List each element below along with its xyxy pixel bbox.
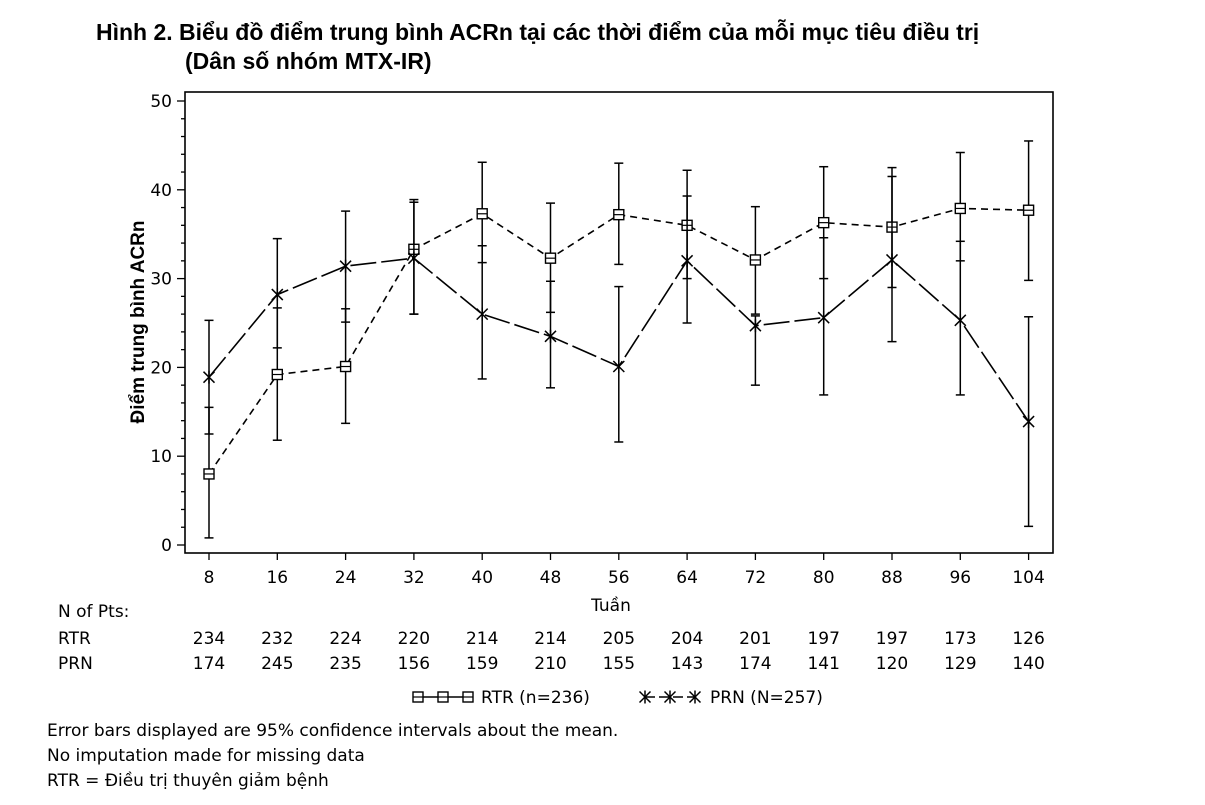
- n-of-pts-heading: N of Pts:: [58, 602, 129, 622]
- rtr-point: [954, 202, 966, 215]
- chart-title-line-1: Hình 2. Biểu đồ điểm trung bình ACRn tại…: [96, 19, 980, 45]
- x-tick-label: 56: [608, 568, 630, 588]
- prn-point: [885, 253, 899, 267]
- x-tick-label: 8: [204, 568, 215, 588]
- note-rtr-definition: RTR = Điều trị thuyên giảm bệnh: [47, 771, 329, 791]
- n-of-pts-value: 155: [603, 654, 635, 674]
- legend-rtr-marker: [437, 691, 449, 703]
- x-tick-label: 72: [745, 568, 767, 588]
- x-tick-label: 48: [540, 568, 562, 588]
- n-of-pts-row-label: PRN: [58, 654, 93, 674]
- x-tick-label: 64: [676, 568, 698, 588]
- prn-point: [407, 251, 420, 265]
- y-tick-label: 10: [150, 447, 172, 467]
- rtr-point: [476, 208, 488, 220]
- n-of-pts-value: 159: [466, 654, 498, 674]
- x-tick-label: 32: [403, 568, 425, 588]
- n-of-pts-value: 197: [807, 629, 839, 649]
- prn-point: [339, 259, 352, 273]
- n-of-pts-value: 141: [807, 654, 839, 674]
- n-of-pts-value: 140: [1012, 654, 1044, 674]
- n-of-pts-value: 129: [944, 654, 976, 674]
- n-of-pts-value: 232: [261, 629, 293, 649]
- prn-point: [817, 311, 830, 325]
- n-of-pts-value: 174: [739, 654, 771, 674]
- y-tick-label: 40: [150, 181, 172, 201]
- prn-point: [1022, 415, 1035, 429]
- chart-title-line-2: (Dân số nhóm MTX-IR): [185, 48, 432, 74]
- n-of-pts-value: 220: [398, 629, 430, 649]
- rtr-point: [203, 468, 215, 480]
- legend-rtr-label: RTR (n=236): [481, 688, 590, 708]
- legend-prn-marker: [688, 690, 702, 704]
- n-of-pts-value: 120: [876, 654, 908, 674]
- x-tick-label: 80: [813, 568, 835, 588]
- n-of-pts-value: 197: [876, 629, 908, 649]
- legend: RTR (n=236) PRN (N=257): [412, 688, 823, 708]
- chart-notes: Error bars displayed are 95% confidence …: [47, 719, 618, 794]
- note-imputation: No imputation made for missing data: [47, 746, 365, 766]
- y-axis: 0 10 20 30 40 50: [150, 92, 185, 556]
- y-tick-label: 50: [150, 92, 172, 112]
- n-of-pts-value: 173: [944, 629, 976, 649]
- legend-prn-symbol: [638, 690, 702, 704]
- rtr-point: [749, 254, 762, 266]
- y-tick-label: 0: [161, 536, 172, 556]
- n-of-pts-value: 224: [329, 629, 361, 649]
- y-tick-label: 30: [150, 270, 172, 290]
- chart-title: Hình 2. Biểu đồ điểm trung bình ACRn tại…: [96, 18, 979, 76]
- prn-point: [954, 313, 967, 327]
- n-of-pts-value: 235: [329, 654, 361, 674]
- rtr-point: [271, 368, 283, 381]
- x-tick-label: 40: [471, 568, 493, 588]
- n-of-pts-value: 143: [671, 654, 703, 674]
- n-of-pts-value: 234: [193, 629, 225, 649]
- x-axis: 8 16 24 32 40 48 56 64 72 80 88 96 104: [204, 553, 1045, 588]
- note-error-bars: Error bars displayed are 95% confidence …: [47, 721, 619, 741]
- prn-point: [476, 307, 489, 321]
- n-of-pts-value: 214: [534, 629, 566, 649]
- x-tick-label: 16: [266, 568, 288, 588]
- x-tick-label: 104: [1012, 568, 1044, 588]
- n-of-pts-value: 205: [603, 629, 635, 649]
- rtr-point: [339, 360, 352, 373]
- n-of-pts-value: 214: [466, 629, 498, 649]
- prn-point: [749, 319, 762, 333]
- legend-rtr-marker: [412, 691, 424, 703]
- rtr-point: [613, 208, 625, 221]
- prn-series: [202, 175, 1035, 528]
- n-of-pts-value: 174: [193, 654, 225, 674]
- y-tick-label: 20: [150, 358, 172, 378]
- prn-point: [544, 329, 557, 343]
- rtr-point: [544, 252, 557, 264]
- x-tick-label: 96: [949, 568, 971, 588]
- x-tick-label: 24: [335, 568, 357, 588]
- rtr-point: [818, 216, 830, 229]
- prn-point: [612, 360, 625, 374]
- n-of-pts-value: 126: [1012, 629, 1044, 649]
- x-axis-title: Tuần: [590, 595, 631, 616]
- n-of-pts-value: 245: [261, 654, 293, 674]
- legend-prn-marker: [638, 690, 652, 704]
- prn-point: [681, 254, 694, 268]
- legend-rtr-symbol: [412, 691, 474, 703]
- n-of-pts-value: 156: [398, 654, 430, 674]
- prn-point: [202, 370, 216, 384]
- x-tick-label: 88: [881, 568, 903, 588]
- n-of-pts-row-label: RTR: [58, 629, 91, 649]
- series-layer: [202, 140, 1035, 539]
- prn-point: [271, 288, 284, 302]
- y-axis-title: Điểm trung bình ACRn: [128, 221, 149, 424]
- n-of-pts-value: 210: [534, 654, 566, 674]
- n-of-pts-value: 204: [671, 629, 703, 649]
- rtr-point: [1022, 204, 1035, 216]
- legend-rtr-marker: [462, 691, 474, 703]
- n-of-pts-value: 201: [739, 629, 771, 649]
- legend-prn-marker: [663, 690, 677, 704]
- legend-prn-label: PRN (N=257): [710, 688, 823, 708]
- n-of-pts-table: N of Pts: RTR 234 232 224 220 214 214 205 204 201…: [58, 602, 1045, 674]
